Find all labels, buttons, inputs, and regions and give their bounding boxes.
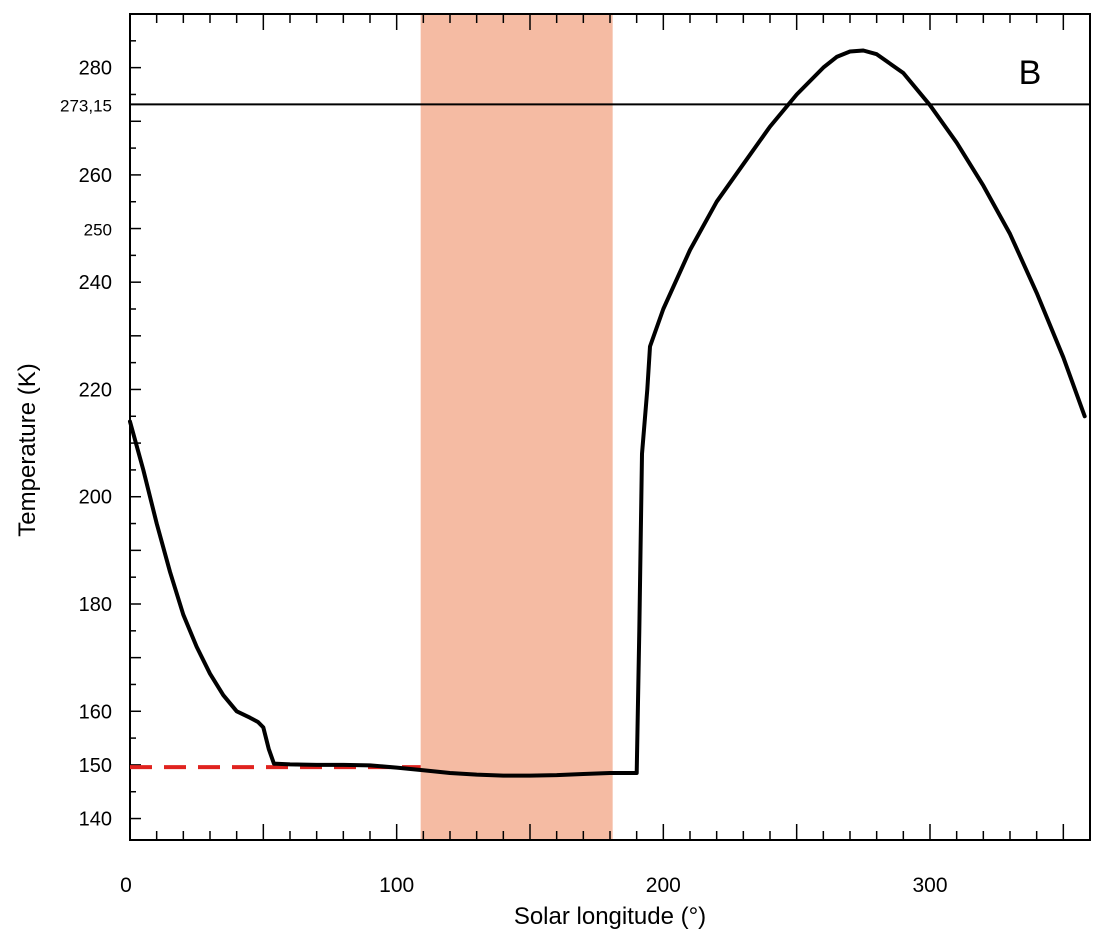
y-tick-label: 260 <box>79 165 112 187</box>
y-tick-labels: 140 150 160 180 200 220 240 250 260 273,15 280 <box>60 58 112 831</box>
y-axis-label: Temperature (K) <box>14 363 41 536</box>
y-tick-label: 220 <box>79 379 112 401</box>
x-tick-label: 200 <box>646 874 681 897</box>
y-tick-label: 160 <box>79 701 112 723</box>
x-tick-label: 100 <box>379 874 414 897</box>
x-axis-label: Solar longitude (°) <box>514 903 706 930</box>
y-tick-label: 280 <box>79 58 112 80</box>
temperature-curve <box>128 48 1087 778</box>
y-tick-label: 250 <box>84 221 112 240</box>
panel-label: B <box>1019 54 1042 92</box>
y-tick-label: 240 <box>79 272 112 294</box>
x-tick-label: 0 <box>120 874 132 897</box>
axis-ticks <box>129 14 1091 840</box>
y-tick-label: 180 <box>79 594 112 616</box>
y-tick-label: 140 <box>79 809 112 831</box>
shaded-region <box>420 14 613 840</box>
series-group <box>128 48 1087 778</box>
y-tick-label: 273,15 <box>60 96 112 115</box>
x-tick-labels: 0 100 200 300 <box>120 874 947 897</box>
x-tick-label: 300 <box>912 874 947 897</box>
y-tick-label: 150 <box>79 755 112 777</box>
y-tick-label: 200 <box>79 487 112 509</box>
